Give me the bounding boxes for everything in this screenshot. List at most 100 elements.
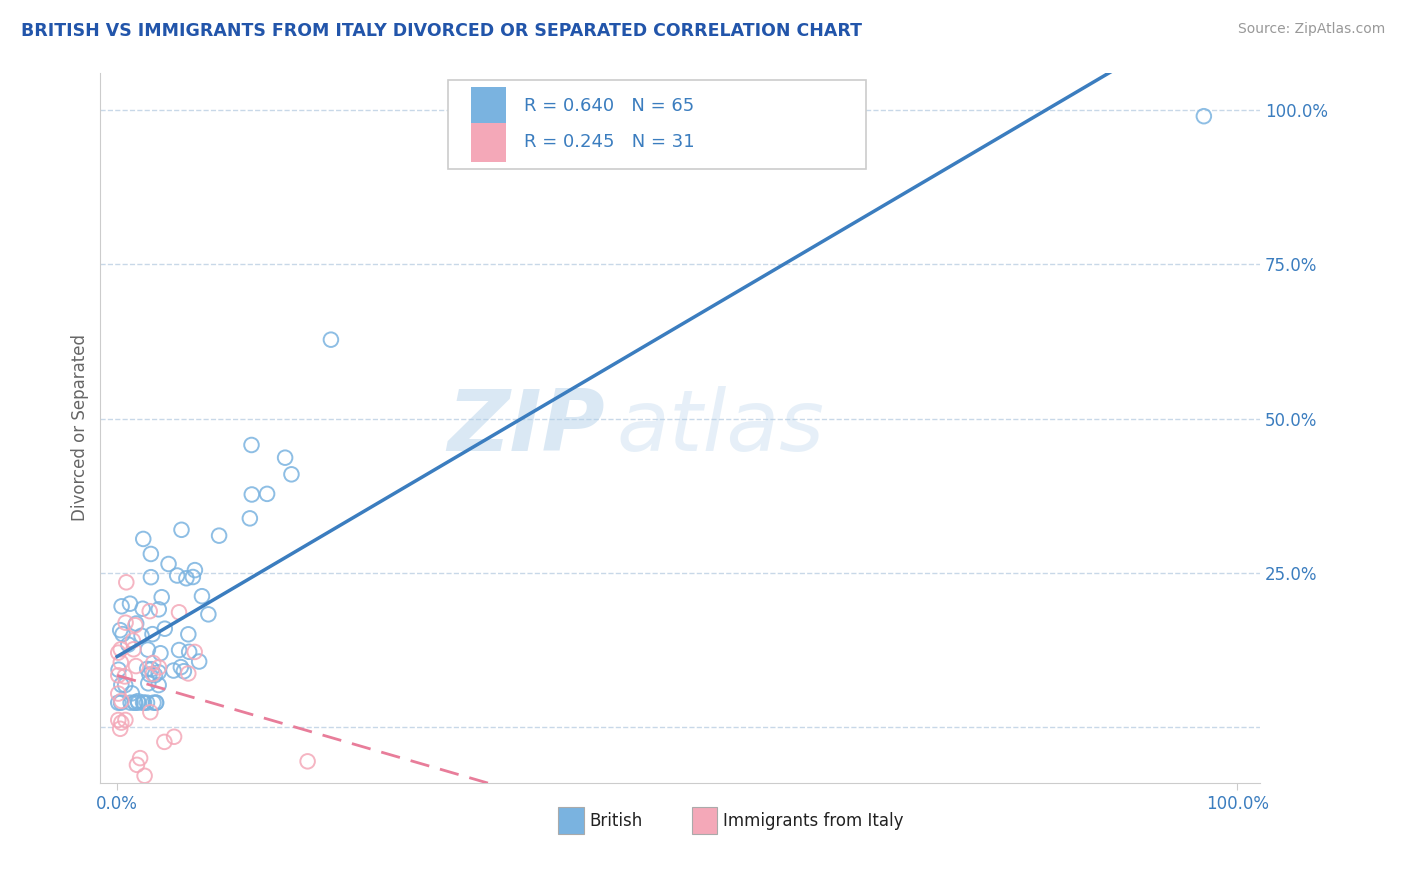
Point (141, 627, 163, 641)
Text: British: British (589, 812, 643, 830)
Point (138, 667, 160, 681)
Point (170, 523, 193, 537)
Point (139, 547, 162, 561)
Point (127, 694, 149, 708)
Point (114, 713, 136, 727)
Point (136, 696, 159, 710)
Point (129, 751, 152, 765)
Point (197, 607, 219, 622)
Point (148, 660, 170, 674)
Point (107, 696, 129, 710)
Point (280, 467, 302, 482)
Point (121, 686, 143, 700)
Point (110, 715, 132, 730)
Point (141, 662, 163, 676)
Point (176, 571, 198, 585)
Point (148, 678, 170, 692)
Point (181, 570, 204, 584)
Point (110, 623, 132, 637)
Text: atlas: atlas (616, 386, 824, 469)
Point (121, 633, 143, 648)
Point (125, 659, 148, 673)
Point (162, 664, 184, 678)
Point (143, 668, 166, 682)
Point (114, 678, 136, 692)
Point (239, 511, 262, 525)
Point (117, 638, 139, 652)
Text: Source: ZipAtlas.com: Source: ZipAtlas.com (1237, 22, 1385, 37)
Point (110, 642, 132, 657)
Point (297, 755, 319, 769)
Text: Immigrants from Italy: Immigrants from Italy (723, 812, 904, 830)
Point (148, 665, 170, 680)
Y-axis label: Divorced or Separated: Divorced or Separated (72, 334, 89, 522)
FancyBboxPatch shape (471, 87, 506, 127)
Point (170, 660, 193, 674)
Point (208, 529, 231, 543)
Point (110, 678, 132, 692)
Point (167, 643, 190, 657)
Point (240, 438, 263, 452)
Point (142, 696, 165, 710)
Point (115, 575, 138, 590)
Point (125, 616, 148, 631)
Point (188, 655, 211, 669)
Point (319, 333, 342, 347)
Point (125, 757, 148, 772)
Point (131, 601, 153, 615)
Point (139, 705, 162, 719)
Point (124, 696, 146, 710)
Point (177, 666, 200, 681)
Point (110, 696, 132, 710)
Point (107, 687, 129, 701)
FancyBboxPatch shape (471, 123, 506, 161)
Point (118, 597, 141, 611)
Point (148, 602, 170, 616)
Point (132, 696, 155, 710)
Text: R = 0.640   N = 65: R = 0.640 N = 65 (523, 97, 693, 115)
Point (166, 568, 188, 582)
FancyBboxPatch shape (449, 80, 866, 169)
Point (177, 627, 200, 641)
Point (107, 646, 129, 660)
Point (114, 615, 136, 630)
Point (107, 713, 129, 727)
Point (157, 557, 180, 571)
Text: R = 0.245   N = 31: R = 0.245 N = 31 (523, 133, 695, 151)
Point (110, 599, 132, 614)
Point (124, 696, 146, 710)
Point (122, 642, 145, 657)
Point (145, 696, 167, 710)
Point (134, 769, 156, 783)
Point (163, 730, 186, 744)
Point (107, 668, 129, 682)
FancyBboxPatch shape (692, 807, 717, 834)
Point (136, 642, 159, 657)
Point (114, 669, 136, 683)
Point (149, 646, 172, 660)
Point (127, 696, 149, 710)
Point (1192, 109, 1215, 123)
Point (124, 618, 146, 632)
Point (110, 694, 132, 708)
Point (256, 487, 278, 501)
Point (240, 487, 263, 501)
Point (142, 667, 165, 681)
Point (167, 605, 190, 619)
Point (153, 622, 176, 636)
Point (132, 532, 155, 546)
Point (136, 676, 159, 690)
Point (191, 589, 214, 603)
Text: BRITISH VS IMMIGRANTS FROM ITALY DIVORCED OR SEPARATED CORRELATION CHART: BRITISH VS IMMIGRANTS FROM ITALY DIVORCE… (21, 22, 862, 40)
Point (274, 450, 297, 465)
Point (108, 722, 131, 736)
Point (183, 645, 205, 659)
Point (173, 664, 195, 678)
Point (139, 570, 162, 584)
Point (184, 563, 207, 577)
Point (110, 656, 132, 670)
Point (111, 627, 134, 641)
Point (150, 591, 173, 605)
Point (120, 696, 142, 710)
Point (142, 656, 165, 670)
